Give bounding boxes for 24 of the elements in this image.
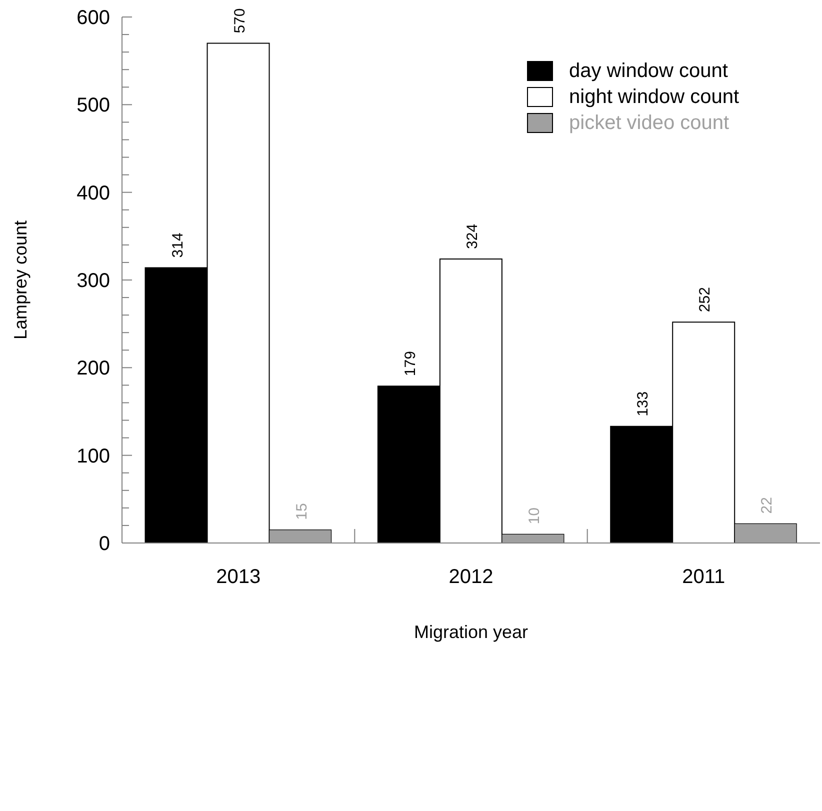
data-label: 10 bbox=[526, 508, 543, 524]
x-tick-label: 2013 bbox=[216, 566, 261, 588]
data-label: 324 bbox=[464, 224, 481, 249]
legend-label: day window count bbox=[569, 60, 728, 82]
y-tick-label: 600 bbox=[76, 7, 110, 29]
x-axis-title: Migration year bbox=[414, 622, 528, 642]
y-tick-label: 400 bbox=[76, 182, 110, 204]
x-tick-label: 2012 bbox=[448, 566, 494, 588]
y-tick-label: 100 bbox=[76, 445, 110, 468]
y-tick-label: 200 bbox=[76, 358, 110, 380]
data-label: 22 bbox=[758, 497, 776, 514]
legend-label: picket video count bbox=[569, 112, 730, 134]
y-axis-title: Lamprey count bbox=[10, 220, 30, 340]
data-label: 314 bbox=[169, 232, 186, 258]
y-tick-label: 0 bbox=[98, 533, 110, 555]
x-tick-label: 2011 bbox=[682, 566, 726, 588]
legend-label: night window count bbox=[569, 86, 740, 108]
y-tick-label: 300 bbox=[76, 270, 110, 292]
y-tick-label: 500 bbox=[76, 94, 110, 117]
data-label: 252 bbox=[696, 287, 714, 312]
data-label: 570 bbox=[231, 8, 248, 34]
data-label: 179 bbox=[402, 351, 419, 376]
data-label: 15 bbox=[293, 503, 310, 520]
data-label: 133 bbox=[634, 391, 652, 416]
